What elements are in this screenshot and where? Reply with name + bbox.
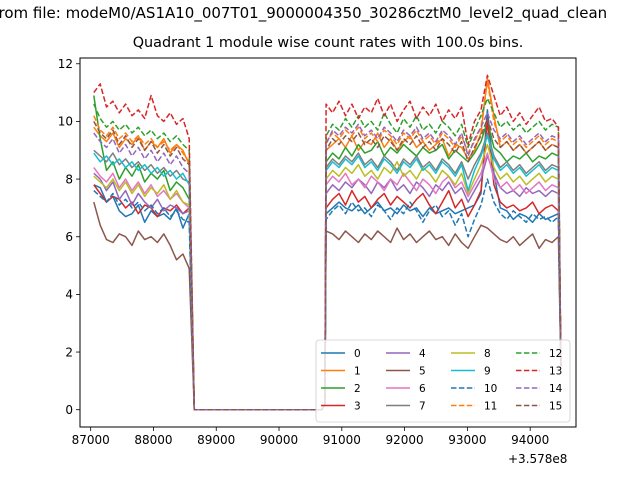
series-line-5 — [93, 201, 562, 411]
legend-label-8: 8 — [484, 348, 491, 360]
legend-label-2: 2 — [354, 383, 361, 395]
x-tick-label: 91000 — [323, 433, 361, 447]
x-axis-offset-label: +3.578e8 — [508, 452, 568, 466]
x-tick-label: 88000 — [134, 433, 172, 447]
series-line-15 — [93, 117, 562, 411]
x-tick-label: 94000 — [511, 433, 549, 447]
x-tick-label: 87000 — [72, 433, 110, 447]
x-tick-label: 92000 — [386, 433, 424, 447]
legend-label-6: 6 — [419, 383, 426, 395]
y-tick-label: 4 — [65, 288, 73, 302]
legend-label-14: 14 — [549, 383, 563, 395]
y-tick-label: 0 — [65, 403, 73, 417]
legend-label-9: 9 — [484, 366, 491, 378]
axis-ticks: 87000 88000 89000 90000 91000 92000 93000 94000… — [58, 57, 550, 447]
legend-label-15: 15 — [549, 401, 562, 413]
legend-label-5: 5 — [419, 366, 426, 378]
legend-label-11: 11 — [484, 401, 497, 413]
series-line-10 — [93, 178, 562, 411]
legend-label-0: 0 — [354, 348, 361, 360]
y-tick-label: 8 — [65, 172, 73, 186]
series-line-11 — [93, 80, 562, 411]
series-line-14 — [93, 112, 562, 411]
legend-label-4: 4 — [419, 348, 426, 360]
series-line-3 — [93, 120, 562, 411]
series-lines — [93, 74, 562, 411]
legend-label-7: 7 — [419, 401, 426, 413]
y-tick-label: 10 — [58, 115, 73, 129]
series-line-4 — [93, 155, 562, 411]
legend-label-10: 10 — [484, 383, 497, 395]
legend-label-3: 3 — [354, 401, 361, 413]
y-tick-label: 2 — [65, 345, 73, 359]
series-line-8 — [93, 143, 562, 411]
plot-frame — [79, 57, 577, 428]
series-line-9 — [93, 135, 562, 411]
series-line-1 — [93, 77, 562, 411]
y-tick-label: 6 — [65, 230, 73, 244]
series-line-13 — [93, 74, 562, 411]
x-tick-label: 90000 — [260, 433, 298, 447]
legend-label-12: 12 — [549, 348, 562, 360]
legend-label-1: 1 — [354, 366, 361, 378]
x-tick-label: 93000 — [448, 433, 486, 447]
legend-label-13: 13 — [549, 366, 562, 378]
series-line-7 — [93, 132, 562, 411]
x-tick-label: 89000 — [197, 433, 235, 447]
legend-box — [315, 339, 571, 423]
series-line-12 — [93, 97, 562, 411]
figure-suptitle: From file: modeM0/AS1A10_007T01_90000043… — [0, 4, 608, 22]
y-tick-label: 12 — [58, 57, 73, 71]
chart-title: Quadrant 1 module wise count rates with … — [132, 35, 524, 51]
